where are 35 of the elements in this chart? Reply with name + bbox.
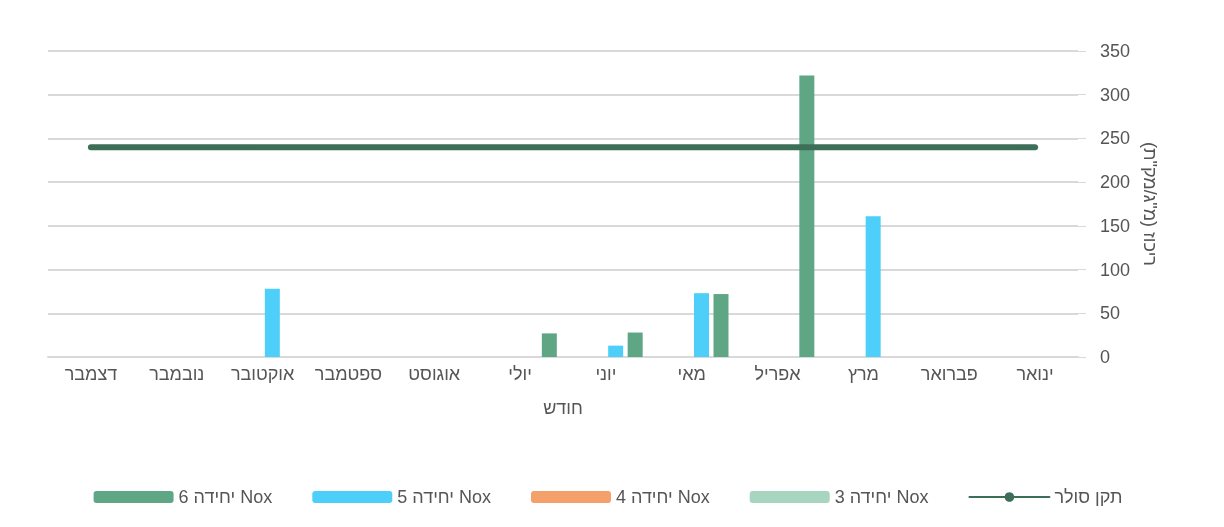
legend-label: יחידה 6 Nox [178,487,273,507]
x-tick-label: מרץ [847,364,879,384]
x-tick-label: אוגוסט [408,364,461,384]
bar [713,294,729,357]
bar [541,333,557,357]
bar [627,332,643,357]
x-tick-label: ספטמבר [314,364,382,384]
legend-label: יחידה 5 Nox [397,487,492,507]
bar [264,288,280,357]
legend-label: יחידה 4 Nox [616,487,710,507]
x-tick-label: דצמבר [64,364,118,384]
y-axis-title: ריכוז (מ"ג/מק"ת) [1139,142,1160,266]
x-tick-label: יולי [508,364,532,384]
y-tick-label: 250 [1100,128,1131,149]
x-tick-label: אפריל [754,364,802,384]
bar [799,75,815,357]
bar [865,216,881,357]
y-tick-label: 150 [1100,215,1131,236]
x-tick-label: מאי [677,364,706,384]
y-tick-label: 300 [1100,84,1131,105]
y-tick-label: 100 [1100,259,1131,280]
y-tick-label: 50 [1100,303,1121,324]
legend-label: יחידה 3 Nox [834,487,929,507]
x-tick-label: פברואר [920,364,978,384]
y-tick-label: 350 [1100,41,1131,61]
bar [694,293,709,357]
x-tick-label: נובמבר [149,364,205,384]
bar [608,345,624,357]
x-tick-label: ינואר [1016,364,1054,384]
legend-label: תקן סולר [1054,487,1123,507]
y-tick-label: 0 [1100,347,1111,367]
x-tick-label: יוני [595,364,617,384]
x-axis-title: חודש [543,398,583,418]
x-tick-label: אוקטובר [230,364,295,384]
y-tick-label: 200 [1100,172,1131,193]
